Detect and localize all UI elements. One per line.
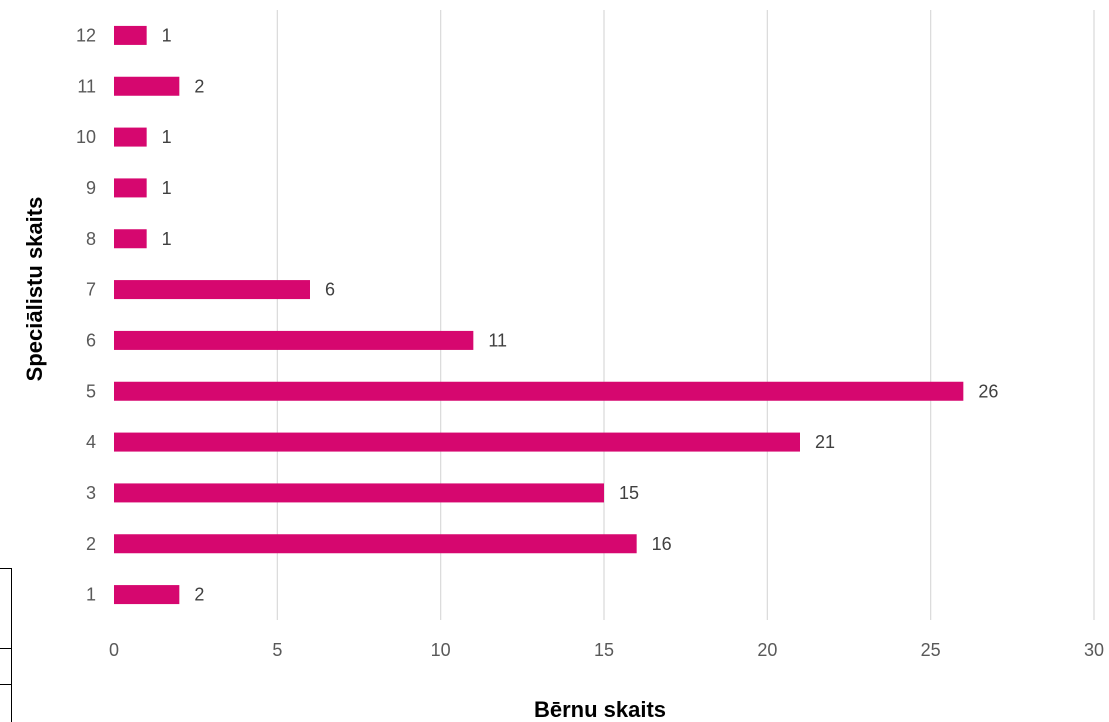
- data-label: 15: [619, 483, 639, 503]
- y-tick-label: 1: [86, 585, 96, 605]
- data-label: 1: [162, 127, 172, 147]
- y-tick-label: 5: [86, 381, 96, 401]
- bar: [114, 229, 147, 249]
- x-tick-label: 25: [921, 640, 941, 660]
- bar: [114, 76, 180, 96]
- x-axis-title: Bērnu skaits: [534, 697, 666, 721]
- clipped-border-fragment: [0, 648, 12, 685]
- data-label: 1: [162, 178, 172, 198]
- bar: [114, 381, 964, 401]
- y-tick-label: 9: [86, 178, 96, 198]
- data-label: 1: [162, 229, 172, 249]
- y-tick-label: 7: [86, 280, 96, 300]
- bar: [114, 432, 800, 452]
- x-tick-label: 20: [757, 640, 777, 660]
- data-label: 16: [652, 534, 672, 554]
- bar: [114, 280, 310, 300]
- bar: [114, 25, 147, 45]
- bar: [114, 585, 180, 605]
- x-tick-label: 10: [431, 640, 451, 660]
- x-tick-label: 15: [594, 640, 614, 660]
- gridlines: [276, 10, 1095, 620]
- bar: [114, 330, 474, 350]
- bar: [114, 178, 147, 198]
- data-label: 2: [194, 585, 204, 605]
- y-tick-label: 6: [86, 330, 96, 350]
- x-tick-label: 0: [109, 640, 119, 660]
- data-label: 11: [488, 330, 507, 350]
- data-label: 6: [325, 280, 335, 300]
- data-label: 26: [978, 381, 998, 401]
- x-axis-ticks: 0 5 10 15 20 25 30: [109, 640, 1104, 660]
- data-label: 21: [815, 432, 835, 452]
- clipped-border-fragment: [0, 568, 12, 649]
- bar: [114, 534, 637, 554]
- y-tick-label: 12: [76, 25, 96, 45]
- clipped-border-fragment: [0, 684, 12, 722]
- y-axis-title: Speciālistu skaits: [22, 197, 47, 382]
- data-label: 1: [162, 25, 172, 45]
- data-label: 2: [194, 76, 204, 96]
- y-tick-label: 2: [86, 534, 96, 554]
- y-tick-label: 11: [77, 76, 96, 96]
- y-tick-label: 4: [86, 432, 96, 452]
- y-tick-label: 3: [86, 483, 96, 503]
- y-tick-label: 10: [76, 127, 96, 147]
- bar: [114, 127, 147, 147]
- y-tick-label: 8: [86, 229, 96, 249]
- bars: [114, 25, 964, 605]
- bar: [114, 483, 604, 503]
- x-tick-label: 30: [1084, 640, 1104, 660]
- x-tick-label: 5: [272, 640, 282, 660]
